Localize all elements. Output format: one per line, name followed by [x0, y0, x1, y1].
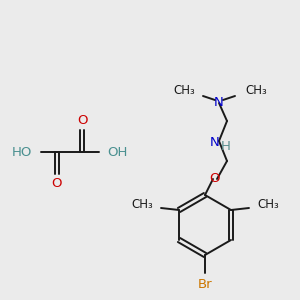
Text: N: N [214, 97, 224, 110]
Text: H: H [221, 140, 231, 152]
Text: CH₃: CH₃ [257, 197, 279, 211]
Text: CH₃: CH₃ [173, 85, 195, 98]
Text: Br: Br [198, 278, 212, 291]
Text: CH₃: CH₃ [131, 197, 153, 211]
Text: CH₃: CH₃ [245, 85, 267, 98]
Text: O: O [77, 114, 87, 127]
Text: O: O [52, 177, 62, 190]
Text: OH: OH [107, 146, 128, 158]
Text: N: N [210, 136, 220, 149]
Text: O: O [209, 172, 219, 185]
Text: HO: HO [12, 146, 32, 158]
